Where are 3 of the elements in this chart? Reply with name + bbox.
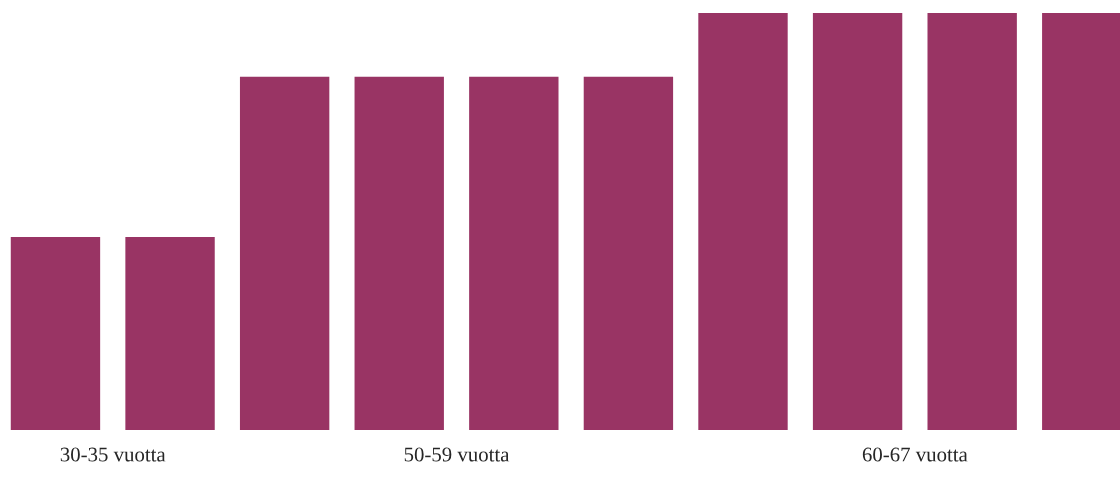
text: 50-59 vuotta [404, 447, 510, 462]
text: 30-35 vuotta [60, 447, 166, 462]
text: 60-67 vuotta [862, 447, 968, 462]
